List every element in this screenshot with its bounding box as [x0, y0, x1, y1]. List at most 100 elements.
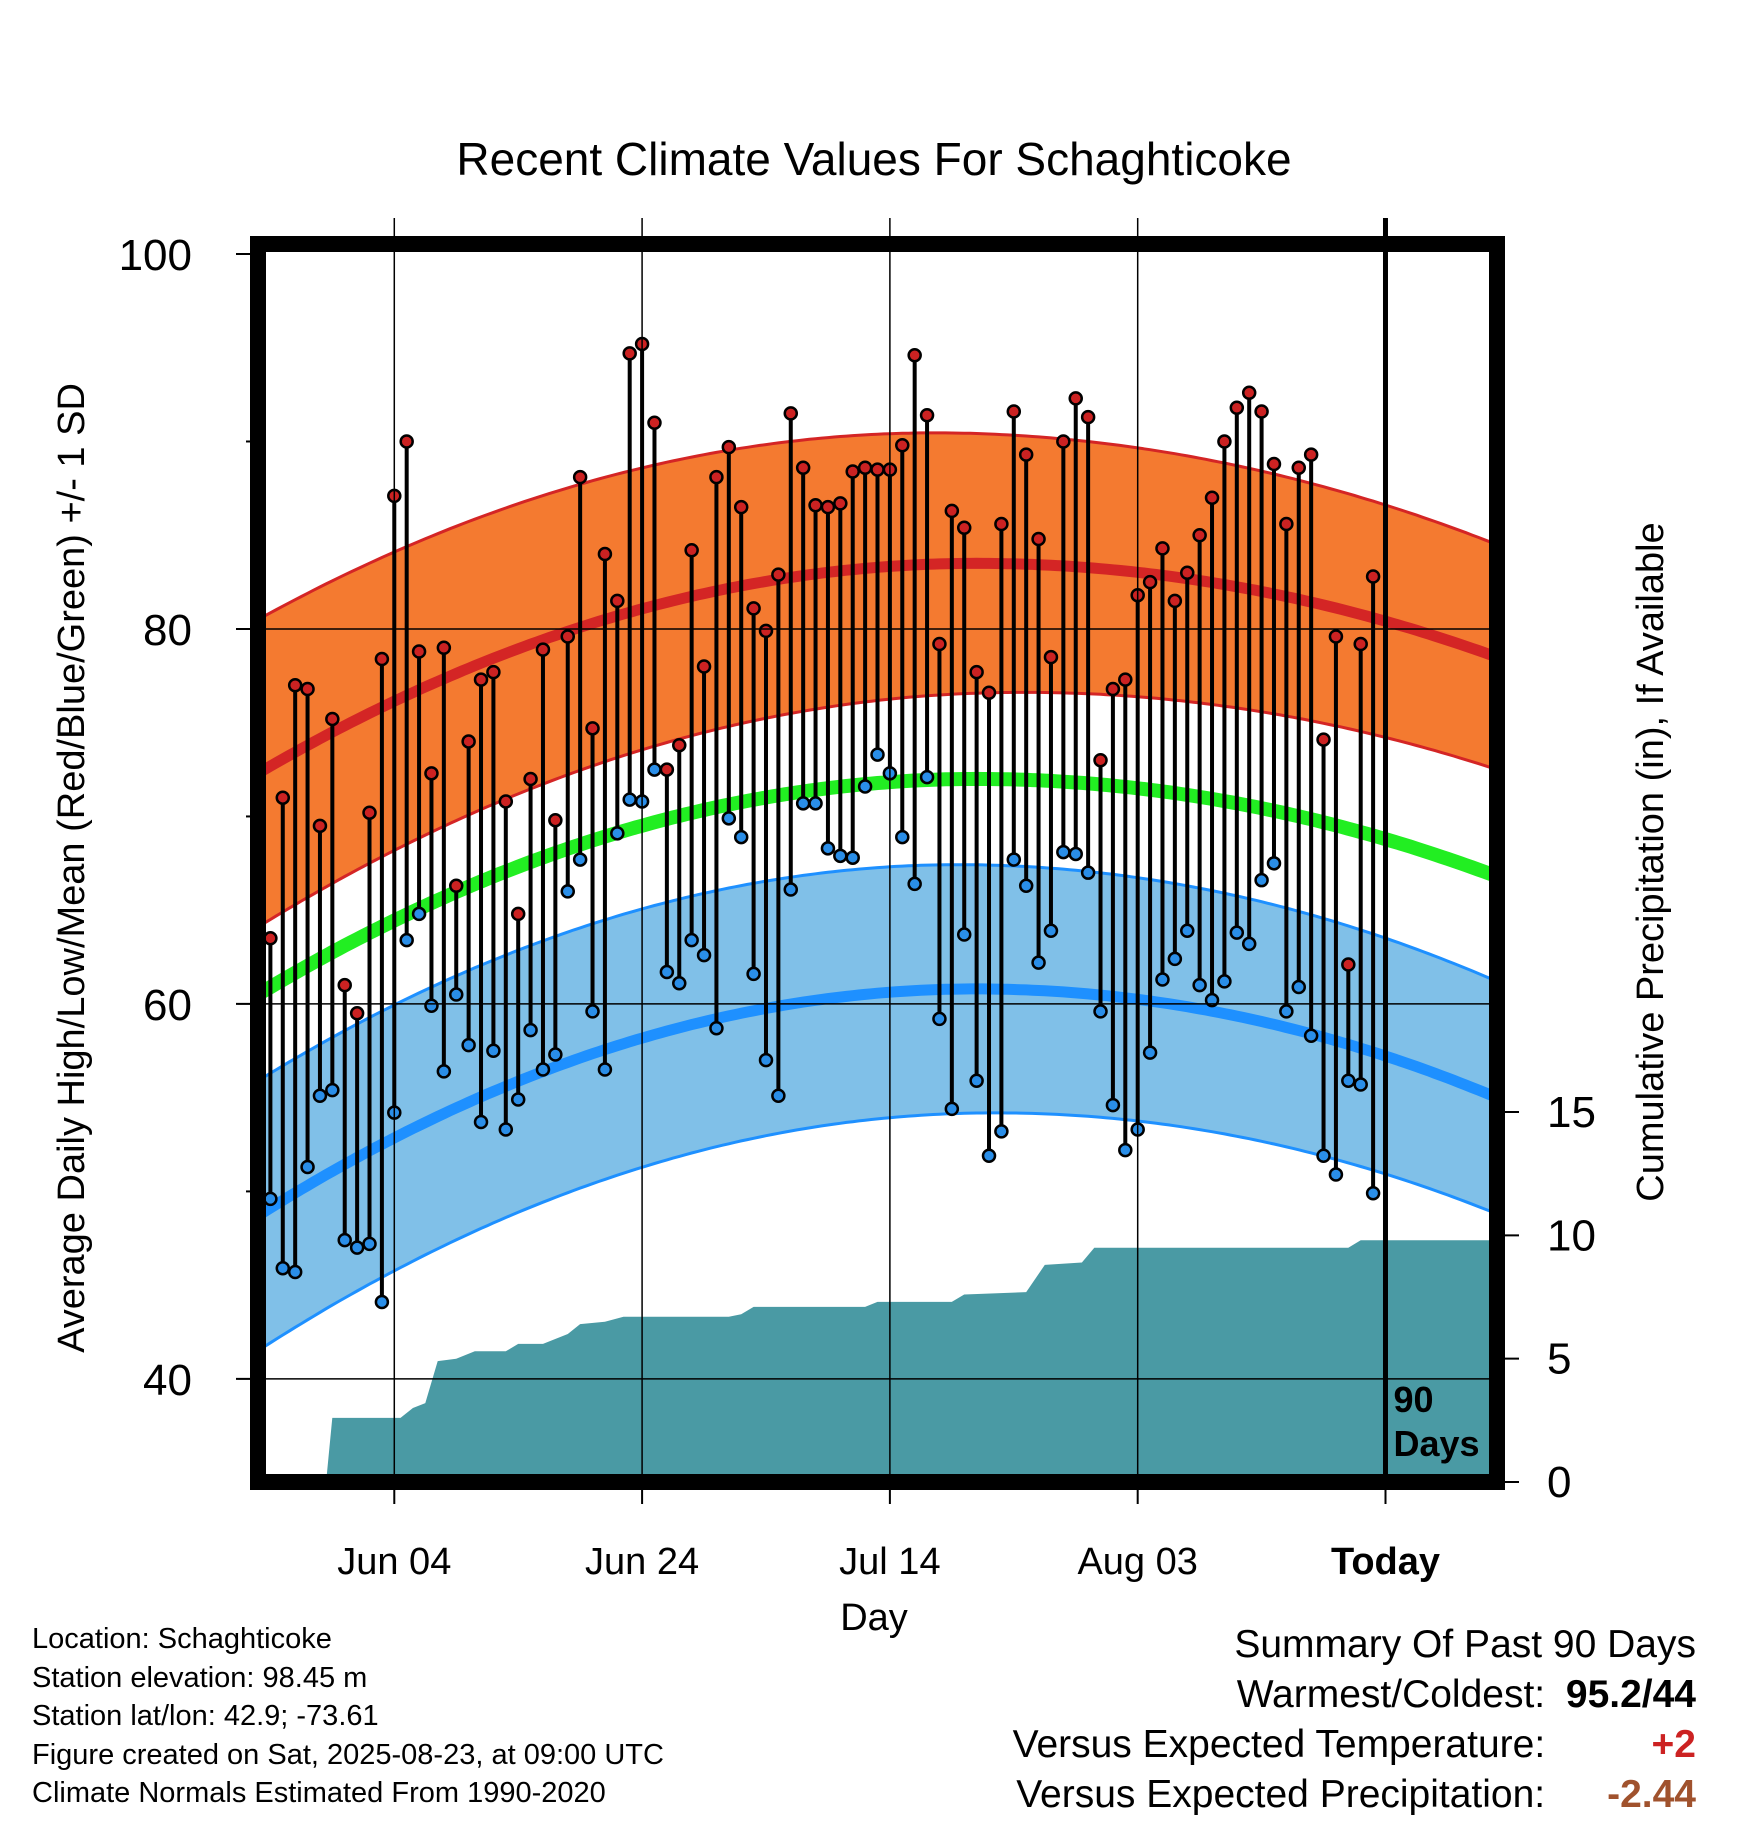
low-point — [374, 1294, 390, 1310]
summary-panel: Summary Of Past 90 Days Warmest/Coldest:… — [1013, 1620, 1696, 1820]
high-point — [857, 460, 873, 475]
low-point — [548, 1047, 563, 1062]
y-right-tick-label: 10 — [1547, 1211, 1596, 1260]
normals-text: Climate Normals Estimated From 1990-2020 — [32, 1777, 606, 1809]
high-point — [300, 681, 315, 697]
x-tick-label: Jun 24 — [585, 1541, 699, 1583]
low-point — [337, 1232, 352, 1248]
low-point — [486, 1043, 501, 1059]
high-point — [362, 805, 377, 820]
high-point — [758, 623, 774, 639]
low-point — [498, 1122, 514, 1137]
high-point — [907, 347, 922, 363]
high-point — [312, 818, 328, 834]
chart-title: Recent Climate Values For Schaghticoke — [456, 133, 1291, 185]
low-point — [709, 1021, 724, 1036]
high-point — [870, 462, 885, 477]
y-axis-label-left: Average Daily High/Low/Mean (Red/Blue/Gr… — [51, 383, 93, 1353]
high-point — [783, 406, 799, 421]
high-point — [1056, 434, 1071, 449]
low-point — [895, 829, 910, 845]
high-point — [399, 434, 414, 449]
low-point — [1006, 852, 1022, 867]
today-days-label: Days — [1393, 1423, 1479, 1464]
low-point — [659, 964, 675, 980]
high-point — [498, 794, 514, 809]
high-point — [374, 651, 390, 667]
low-point — [1056, 844, 1071, 860]
high-point — [1241, 385, 1257, 400]
high-point — [944, 503, 960, 519]
high-point — [981, 685, 997, 700]
low-point — [932, 1011, 947, 1027]
high-point — [1204, 490, 1220, 505]
low-point — [994, 1124, 1009, 1139]
high-point — [1118, 672, 1133, 687]
low-normal-line — [258, 983, 1497, 1221]
high-point — [1093, 752, 1108, 768]
high-point — [1142, 574, 1158, 590]
y-tick-label: 40 — [143, 1356, 192, 1405]
high-point — [461, 734, 476, 749]
location-text: Location: Schaghticoke — [32, 1623, 332, 1655]
high-point — [721, 439, 737, 455]
low-point — [783, 882, 799, 897]
low-sd-band — [258, 863, 1497, 1353]
low-point — [1167, 951, 1183, 967]
low-point — [1118, 1142, 1133, 1158]
low-point — [585, 1004, 600, 1019]
low-point — [560, 884, 575, 899]
high-point — [325, 711, 340, 727]
low-point — [523, 1022, 538, 1038]
low-point — [944, 1101, 960, 1117]
high-point — [349, 1006, 365, 1021]
y-tick-label: 100 — [119, 231, 192, 280]
low-point — [820, 841, 836, 856]
high-point — [1365, 569, 1381, 584]
low-point — [1043, 923, 1059, 939]
high-point — [895, 437, 910, 453]
high-point — [709, 469, 724, 485]
low-point — [1341, 1073, 1356, 1089]
high-point — [1043, 649, 1059, 665]
high-point — [337, 977, 352, 993]
high-point — [1080, 409, 1096, 425]
low-point — [349, 1240, 365, 1255]
low-point — [461, 1037, 476, 1053]
high-point — [820, 499, 836, 515]
high-point — [1068, 391, 1083, 406]
high-point — [1105, 681, 1121, 697]
high-point — [486, 664, 501, 680]
low-point — [287, 1264, 303, 1280]
low-point — [672, 976, 687, 991]
low-point — [1217, 974, 1232, 989]
low-point — [981, 1148, 997, 1164]
low-point — [1328, 1167, 1344, 1182]
low-point — [411, 906, 427, 922]
low-point — [610, 826, 625, 841]
low-point — [1093, 1004, 1108, 1019]
high-point — [1341, 957, 1356, 972]
high-point — [696, 659, 712, 674]
low-point — [808, 796, 823, 811]
high-point — [1217, 434, 1232, 449]
high-point — [1328, 629, 1344, 644]
created-text: Figure created on Sat, 2025-08-23, at 09… — [32, 1738, 664, 1771]
low-point — [362, 1236, 377, 1252]
station-info: Location: Schaghticoke Station elevation… — [32, 1620, 664, 1813]
high-point — [833, 496, 848, 511]
high-point — [1254, 404, 1269, 419]
low-point — [721, 811, 737, 826]
low-point — [1291, 979, 1307, 995]
high-point — [808, 497, 823, 513]
low-point — [1192, 977, 1207, 993]
high-point — [1180, 565, 1195, 580]
low-point — [969, 1073, 984, 1089]
plot-frame — [250, 236, 1505, 1490]
low-point — [325, 1082, 340, 1098]
high-point — [1006, 404, 1022, 419]
high-point — [1279, 516, 1294, 532]
high-point — [919, 407, 935, 423]
low-point — [1241, 936, 1257, 952]
